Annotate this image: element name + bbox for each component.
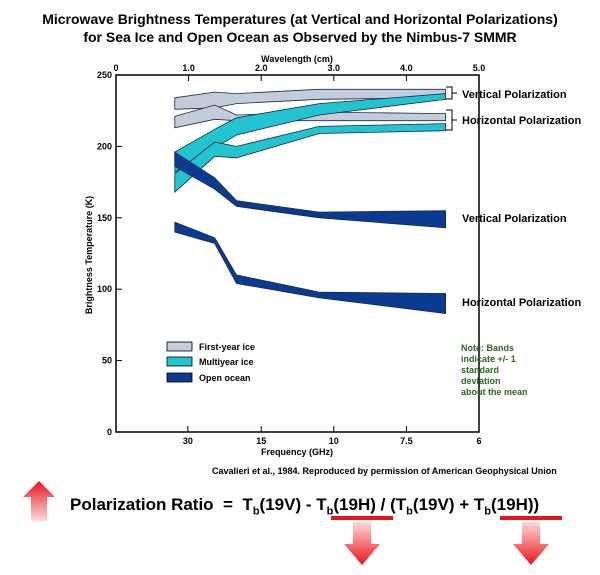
x-tick-label: 30 bbox=[183, 436, 193, 446]
y-tick-label: 200 bbox=[97, 141, 112, 151]
formula-19h: (19H) bbox=[491, 495, 534, 514]
y-tick-label: 100 bbox=[97, 284, 112, 294]
note-text: Note: Bands indicate +/- 1 standard devi… bbox=[461, 343, 528, 397]
arrow-down-icon bbox=[513, 522, 549, 565]
chart-title-line2: for Sea Ice and Open Ocean as Observed b… bbox=[83, 29, 517, 45]
legend-label-multiyear-ice: Multiyear ice bbox=[199, 357, 254, 367]
formula-t: T bbox=[242, 495, 253, 514]
formula-sub: b bbox=[326, 505, 334, 518]
x-top-tick-label: 5.0 bbox=[473, 63, 486, 73]
label-ocean-vertical-polarization: Vertical Polarization bbox=[462, 213, 567, 225]
x-tick-label: 6 bbox=[476, 436, 481, 446]
x-tick-label: 7.5 bbox=[400, 436, 413, 446]
formula-sub: b bbox=[252, 505, 260, 518]
y-tick-label: 250 bbox=[97, 70, 112, 80]
label-ice-horizontal-polarization: Horizontal Polarization bbox=[462, 115, 581, 127]
data-bands bbox=[174, 88, 447, 314]
formula-t: T bbox=[395, 495, 407, 514]
legend-swatch-open-ocean bbox=[166, 372, 193, 383]
y-tick-label: 0 bbox=[107, 427, 112, 437]
x-top-tick-label: 2.0 bbox=[255, 63, 268, 73]
formula-close-paren: ) bbox=[533, 495, 540, 514]
formula-plus: + bbox=[459, 495, 470, 514]
y-tick-label: 50 bbox=[102, 356, 112, 366]
band-open-ocean-vertical bbox=[174, 151, 447, 229]
x-top-tick-label: 3.0 bbox=[328, 63, 341, 73]
polarization-ratio-formula: Polarization Ratio = Tb(19V) - Tb(19H) /… bbox=[70, 495, 539, 517]
band-multiyear-ice-horizontal bbox=[174, 123, 447, 193]
formula-t: T bbox=[316, 495, 327, 514]
x-top-tick-label: 0 bbox=[113, 63, 118, 73]
x-axis-label: Frequency (GHz) bbox=[261, 447, 333, 457]
note-line: Note: Bands bbox=[461, 343, 514, 353]
formula-19h: (19H) bbox=[333, 495, 376, 514]
y-axis-label: Brightness Temperature (K) bbox=[84, 196, 94, 314]
formula-minus: - bbox=[305, 495, 312, 514]
formula-19v: (19V) bbox=[412, 495, 455, 514]
x-top-axis-label: Wavelength (cm) bbox=[261, 54, 333, 64]
formula-open-paren: ( bbox=[390, 495, 396, 514]
legend: First-year ice Multiyear ice Open ocean bbox=[166, 341, 255, 383]
legend-label-first-year-ice: First-year ice bbox=[199, 342, 255, 352]
credit-text: Cavalieri et al., 1984. Reproduced by pe… bbox=[212, 466, 557, 476]
underline-19h-second bbox=[500, 516, 562, 520]
underline-19h-first bbox=[331, 516, 393, 520]
formula-19v: (19V) bbox=[259, 495, 302, 514]
note-line: indicate +/- 1 bbox=[461, 354, 516, 364]
y-tick-label: 150 bbox=[97, 213, 112, 223]
arrow-down-icon bbox=[344, 522, 380, 565]
x-top-tick-label: 4.0 bbox=[400, 63, 413, 73]
formula-divide: / bbox=[380, 495, 386, 514]
formula-t: T bbox=[473, 495, 485, 514]
label-ocean-horizontal-polarization: Horizontal Polarization bbox=[462, 297, 581, 309]
formula-label: Polarization Ratio bbox=[70, 495, 214, 514]
note-line: deviation bbox=[461, 376, 501, 386]
formula-equals: = bbox=[223, 495, 233, 514]
chart-title-line1: Microwave Brightness Temperatures (at Ve… bbox=[42, 11, 558, 27]
label-ice-vertical-polarization: Vertical Polarization bbox=[462, 89, 567, 101]
band-open-ocean-horizontal bbox=[174, 221, 447, 314]
legend-swatch-first-year-ice bbox=[166, 341, 193, 352]
arrow-up-icon bbox=[23, 481, 55, 521]
plot-frame bbox=[115, 74, 480, 433]
bracket-ice-horizontal bbox=[446, 109, 457, 131]
note-line: standard bbox=[461, 365, 499, 375]
bracket-ice-vertical bbox=[446, 86, 457, 100]
note-line: about the mean bbox=[461, 387, 528, 397]
formula-sub: b bbox=[406, 505, 413, 518]
x-top-tick-label: 1.0 bbox=[182, 63, 195, 73]
formula-sub: b bbox=[484, 505, 492, 518]
legend-label-open-ocean: Open ocean bbox=[199, 373, 251, 383]
legend-swatch-multiyear-ice bbox=[166, 356, 193, 367]
x-tick-label: 15 bbox=[256, 436, 266, 446]
x-tick-label: 10 bbox=[329, 436, 339, 446]
